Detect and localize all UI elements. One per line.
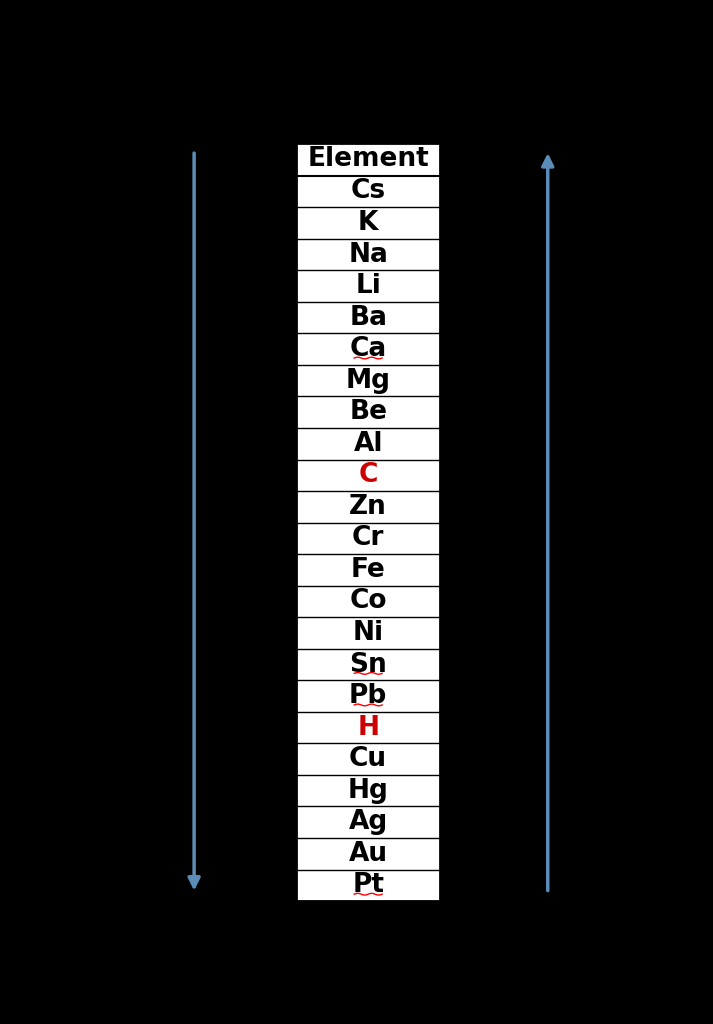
Text: K: K <box>358 210 379 236</box>
Text: Ag: Ag <box>349 809 388 836</box>
Text: Cs: Cs <box>351 178 386 205</box>
Text: Au: Au <box>349 841 388 866</box>
Text: Na: Na <box>348 242 388 267</box>
Text: Ni: Ni <box>353 620 384 646</box>
Text: Pt: Pt <box>352 872 384 898</box>
Text: Cu: Cu <box>349 746 387 772</box>
Text: Sn: Sn <box>349 651 387 678</box>
Text: H: H <box>357 715 379 740</box>
Text: Pb: Pb <box>349 683 387 709</box>
Text: Li: Li <box>355 273 381 299</box>
Bar <box>297 142 440 901</box>
Text: Mg: Mg <box>346 368 391 393</box>
Text: Zn: Zn <box>349 494 387 520</box>
Text: Ca: Ca <box>349 336 386 362</box>
Text: Hg: Hg <box>348 777 389 804</box>
Text: Fe: Fe <box>351 557 386 583</box>
Text: Ba: Ba <box>349 304 387 331</box>
Text: C: C <box>359 462 378 488</box>
Text: Be: Be <box>349 399 387 425</box>
Text: Al: Al <box>354 431 383 457</box>
Text: Element: Element <box>307 146 429 172</box>
Text: Co: Co <box>349 589 387 614</box>
Text: Cr: Cr <box>352 525 384 551</box>
